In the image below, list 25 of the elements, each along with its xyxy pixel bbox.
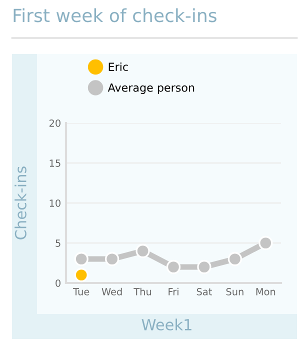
legend-label: Average person	[108, 84, 194, 94]
y-tick-label: 5	[56, 240, 60, 247]
point	[166, 260, 181, 274]
y-tick-label: 15	[50, 160, 60, 167]
y-axis-title: Check-ins	[14, 166, 26, 240]
point	[136, 244, 150, 258]
x-tick-label: Wed	[102, 288, 122, 296]
x-tick-label: Sat	[196, 288, 212, 296]
x-axis-title: Week1	[142, 318, 192, 330]
point	[104, 252, 120, 266]
chart-title: First week of check-ins	[14, 8, 216, 22]
x-tick-label: Sun	[226, 288, 244, 296]
x-tick-label: Fri	[168, 288, 178, 296]
point	[197, 260, 212, 274]
x-tick-label: Thu	[134, 288, 152, 296]
x-tick-label: Tue	[73, 288, 90, 296]
point	[74, 252, 88, 266]
point	[228, 252, 242, 266]
point	[258, 236, 273, 250]
x-tick-label: Mon	[256, 288, 276, 296]
y-tick-label: 0	[56, 279, 60, 287]
y-tick-label: 20	[49, 119, 60, 127]
point	[74, 268, 88, 282]
y-tick-label: 10	[50, 199, 60, 207]
legend-label: Eric	[108, 62, 128, 72]
